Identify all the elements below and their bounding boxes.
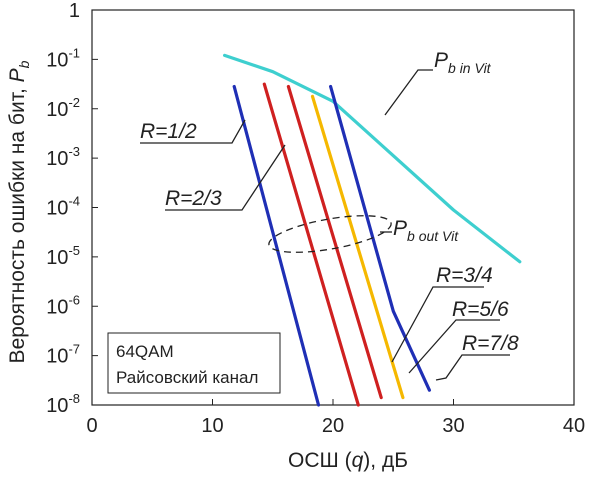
leader-r12 bbox=[140, 119, 246, 144]
y-tick-base: 10 bbox=[46, 99, 68, 121]
info-line-channel: Райсовский канал bbox=[116, 368, 258, 387]
label-r78: R=7/8 bbox=[462, 332, 519, 355]
y-axis-label: Вероятность ошибки на бит, Pb bbox=[6, 60, 32, 363]
y-tick-exponent: -2 bbox=[68, 95, 80, 110]
leader-r23 bbox=[165, 144, 286, 211]
y-axis-label-sub: b bbox=[16, 60, 32, 68]
y-tick-exponent: -5 bbox=[68, 243, 80, 258]
leader-pin bbox=[384, 69, 433, 116]
y-tick-exponent: -4 bbox=[68, 194, 80, 209]
x-tick-label: 0 bbox=[86, 415, 97, 437]
y-tick-base: 10 bbox=[46, 296, 68, 318]
leader-r78 bbox=[435, 354, 510, 381]
info-box bbox=[107, 332, 281, 394]
y-tick-label: 10-6 bbox=[46, 292, 80, 318]
y-tick-exponent: -3 bbox=[68, 144, 80, 159]
x-tick-label: 30 bbox=[442, 415, 464, 437]
y-tick-base: 10 bbox=[46, 49, 68, 71]
x-tick-label: 20 bbox=[322, 415, 344, 437]
y-tick-base: 10 bbox=[46, 247, 68, 269]
pout-ellipse bbox=[268, 215, 392, 253]
y-tick-exponent: -7 bbox=[68, 342, 80, 357]
y-tick-base: 10 bbox=[46, 148, 68, 170]
x-axis-label-var: q bbox=[352, 449, 364, 472]
x-tick-label: 10 bbox=[201, 415, 223, 437]
y-tick-base: 10 bbox=[46, 198, 68, 220]
leader-r34 bbox=[391, 286, 484, 363]
y-tick-base: 1 bbox=[69, 0, 80, 22]
y-tick-label: 10-2 bbox=[46, 95, 80, 121]
info-line-modulation: 64QAM bbox=[116, 342, 174, 361]
y-tick-exponent: -6 bbox=[68, 292, 80, 307]
x-axis-label: ОСШ (q), дБ bbox=[288, 449, 408, 472]
label-pb-in-sub: b in Vit bbox=[448, 60, 492, 76]
y-tick-exponent: -1 bbox=[68, 45, 80, 60]
series-line-r-3-4 bbox=[286, 84, 383, 400]
series-line-r-5-6 bbox=[310, 94, 405, 400]
y-tick-label: 10-3 bbox=[46, 144, 80, 170]
leader-r56 bbox=[408, 319, 500, 374]
label-pb-out-vit: Pb out Vit bbox=[393, 217, 459, 244]
label-pb-in-vit: Pb in Vit bbox=[434, 49, 492, 76]
y-tick-label: 10-8 bbox=[46, 391, 80, 417]
x-tick-label: 40 bbox=[563, 415, 585, 437]
series-line-r-2-3 bbox=[262, 82, 360, 407]
label-r56: R=5/6 bbox=[452, 298, 509, 321]
series-line-r-1-2 bbox=[232, 84, 321, 407]
x-axis-label-pre: ОСШ ( bbox=[288, 449, 352, 472]
y-tick-label: 10-1 bbox=[46, 45, 80, 71]
series-line-pb-in-vit bbox=[223, 53, 522, 264]
leader-lines bbox=[140, 69, 510, 381]
y-tick-base: 10 bbox=[46, 346, 68, 368]
label-pb-out-main: P bbox=[393, 217, 407, 240]
y-axis-label-text: Вероятность ошибки на бит, bbox=[6, 82, 29, 363]
y-tick-label: 10-5 bbox=[46, 243, 80, 269]
x-axis-label-post: ), дБ bbox=[363, 449, 408, 472]
label-pb-out-sub: b out Vit bbox=[407, 228, 459, 244]
label-pb-in-main: P bbox=[434, 49, 448, 72]
y-tick-label: 10-4 bbox=[46, 194, 80, 220]
y-tick-base: 10 bbox=[46, 395, 68, 417]
label-r12: R=1/2 bbox=[140, 120, 197, 143]
y-tick-label: 10-7 bbox=[46, 342, 80, 368]
y-axis-label-var: P bbox=[6, 68, 29, 82]
y-tick-exponent: -8 bbox=[68, 391, 80, 406]
ticks-layer: 0 10 20 30 40110-110-210-310-410-510-610-710… bbox=[46, 0, 585, 437]
label-r23: R=2/3 bbox=[165, 187, 222, 210]
label-r34: R=3/4 bbox=[436, 264, 493, 287]
y-tick-label: 1 bbox=[69, 0, 80, 22]
